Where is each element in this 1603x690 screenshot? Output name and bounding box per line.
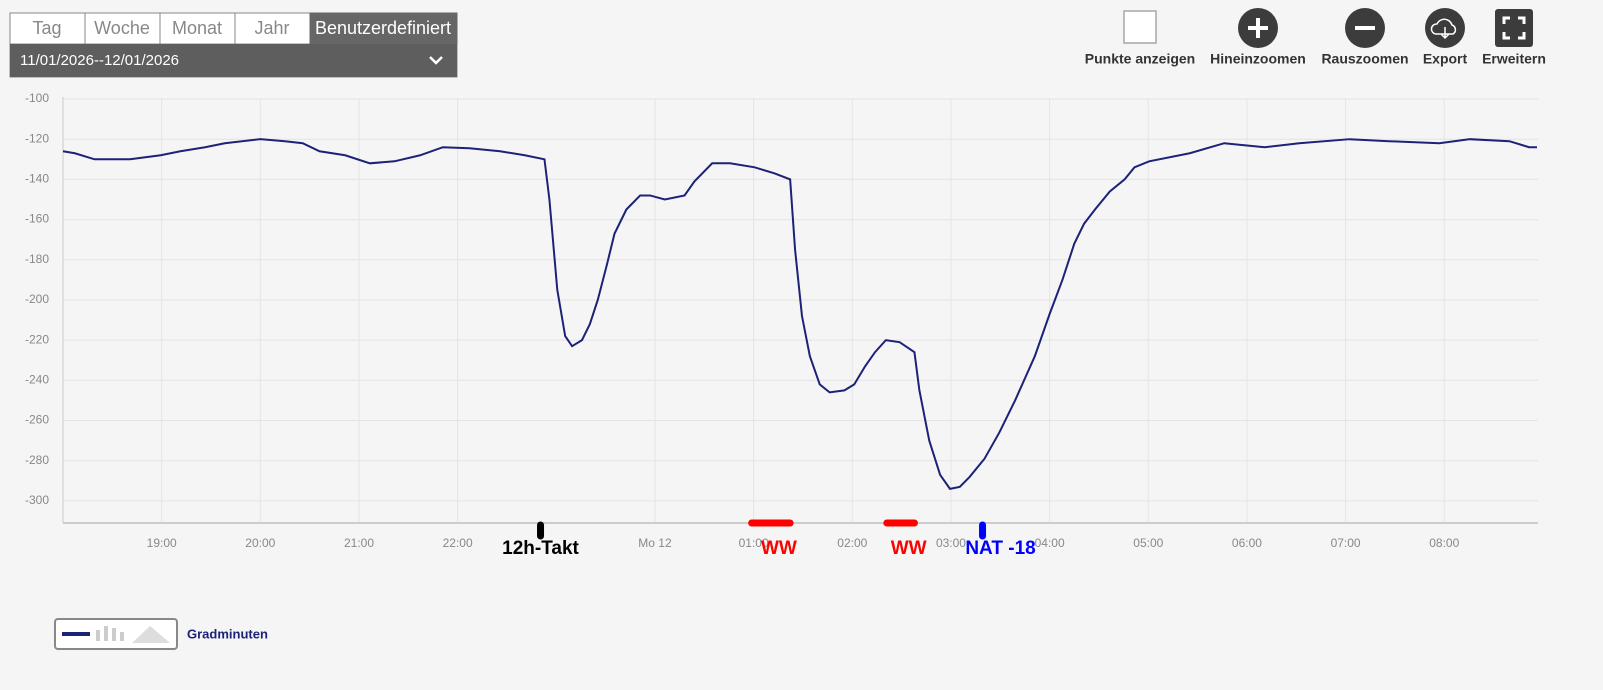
annotation-label: NAT -18 [965, 538, 1035, 559]
y-tick-label: -100 [25, 91, 49, 105]
tab-label: Monat [172, 18, 222, 38]
y-tick-label: -120 [25, 131, 49, 145]
y-tick-label: -160 [25, 212, 49, 226]
x-tick-label: 21:00 [344, 536, 374, 550]
annotation-label: 12h-Takt [502, 538, 579, 559]
chart: -100 -120 -140 -160 -180 -200 -220 -240 -260 -280… [25, 91, 1538, 559]
toolbar: Punkte anzeigen Hineinzoomen Rauszoomen … [1085, 8, 1546, 67]
legend-icon [96, 626, 124, 641]
annotation-label: WW [891, 538, 927, 559]
tab-label: Woche [94, 18, 150, 38]
legend-icon [132, 626, 170, 643]
tab-bar: Tag Woche Monat Jahr Benutzerdefiniert 1… [9, 12, 458, 78]
annotation-label: WW [761, 538, 797, 559]
x-tick-label: 06:00 [1232, 536, 1262, 550]
x-tick-label: 20:00 [245, 536, 275, 550]
x-tick-label: 02:00 [837, 536, 867, 550]
x-tick-label: 08:00 [1429, 536, 1459, 550]
icon [1502, 16, 1526, 40]
x-tick-label: 19:00 [147, 536, 177, 550]
toolbar-label: Hineinzoomen [1210, 51, 1306, 67]
tab-label: Tag [32, 18, 61, 38]
y-tick-label: -260 [25, 413, 49, 427]
x-tick-label: Mo 12 [638, 536, 672, 550]
dropdown-arrow [429, 56, 443, 65]
tab-active[interactable] [309, 12, 458, 45]
y-tick-label: -240 [25, 372, 49, 386]
y-tick-label: -140 [25, 172, 49, 186]
icon [1430, 18, 1457, 40]
x-tick-label: 05:00 [1133, 536, 1163, 550]
toolbar-label: Export [1423, 51, 1468, 67]
x-tick-label: 22:00 [443, 536, 473, 550]
y-tick-label: -180 [25, 252, 49, 266]
data-line [62, 138, 1538, 490]
y-tick-label: -280 [25, 453, 49, 467]
x-tick-label: 01:00 [739, 536, 769, 550]
y-tick-label: -200 [25, 292, 49, 306]
date-dropdown[interactable] [10, 44, 457, 77]
x-tick-label: 07:00 [1331, 536, 1361, 550]
expand-button[interactable] [1495, 9, 1533, 47]
toolbar-label: Rauszoomen [1321, 51, 1408, 67]
tab-label: Jahr [254, 18, 289, 38]
y-tick-label: -220 [25, 332, 49, 346]
tab-label: Benutzerdefiniert [315, 18, 451, 38]
toolbar-label: Punkte anzeigen [1085, 51, 1195, 67]
x-tick-label: 04:00 [1035, 536, 1065, 550]
legend[interactable]: Gradminuten [54, 618, 268, 650]
date-range: 11/01/2026--12/01/2026 [20, 52, 179, 69]
tab[interactable] [9, 12, 86, 45]
checkbox[interactable] [1123, 10, 1157, 44]
x-tick-label: 03:00 [936, 536, 966, 550]
toolbar-label: Erweitern [1482, 51, 1546, 67]
legend-label: Gradminuten [187, 626, 268, 641]
y-tick-label: -300 [25, 493, 49, 507]
icon [1248, 18, 1268, 38]
